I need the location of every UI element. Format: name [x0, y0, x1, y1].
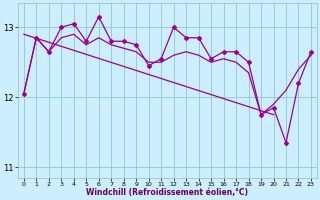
X-axis label: Windchill (Refroidissement éolien,°C): Windchill (Refroidissement éolien,°C) [86, 188, 248, 197]
